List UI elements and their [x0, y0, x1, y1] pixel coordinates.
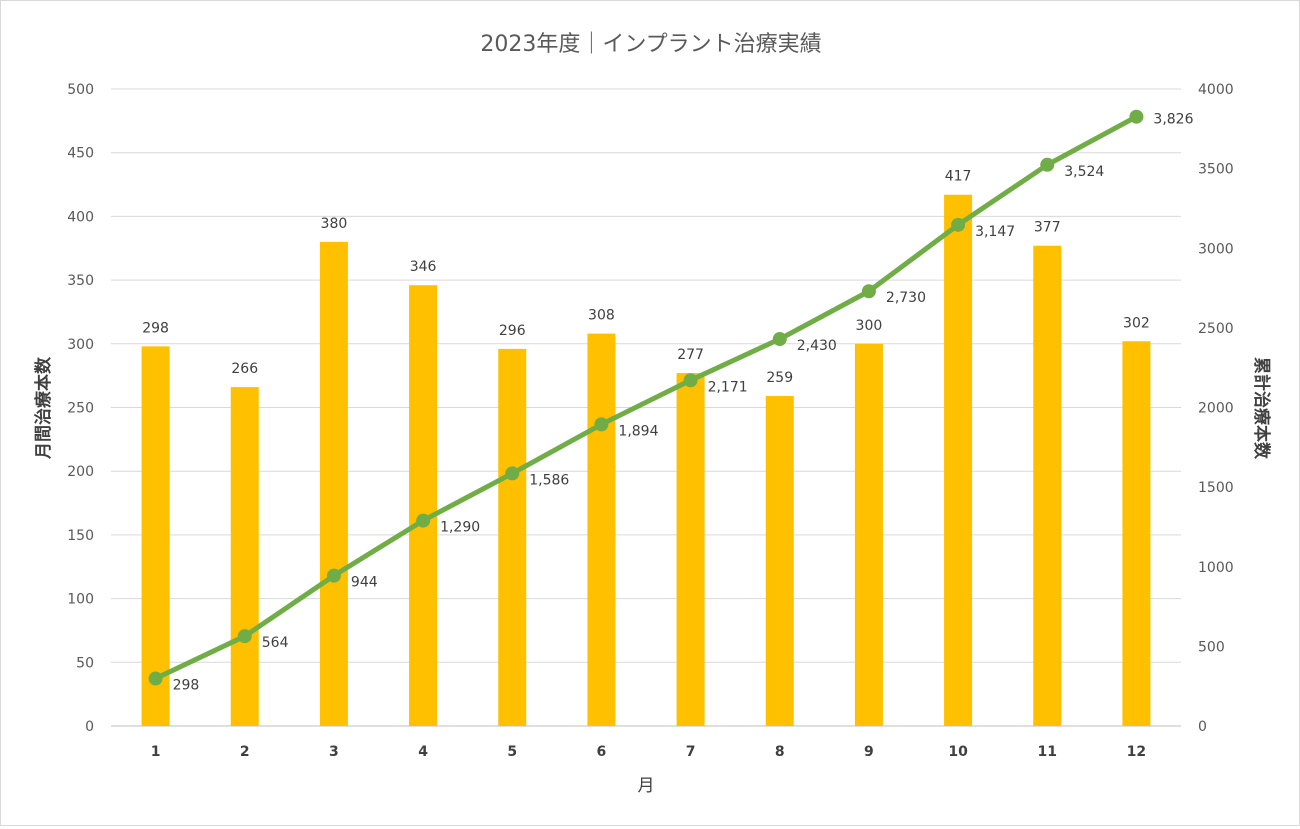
y-tick-label: 50 [76, 655, 94, 671]
bar-data-label: 298 [142, 320, 169, 336]
y-tick-label: 250 [67, 401, 94, 417]
bar [944, 194, 973, 726]
line-point [237, 629, 252, 644]
bar [1122, 341, 1151, 726]
bar [854, 343, 883, 726]
y2-tick-label: 3500 [1198, 162, 1234, 178]
x-tick-label: 12 [1127, 744, 1146, 760]
x-tick-label: 1 [151, 744, 161, 760]
y2-tick-label: 500 [1198, 639, 1225, 655]
y2-tick-label: 0 [1198, 719, 1207, 735]
bar [230, 387, 259, 726]
y-tick-label: 300 [67, 337, 94, 353]
x-tick-label: 6 [597, 744, 607, 760]
bar-data-label: 380 [321, 216, 348, 232]
line-point [326, 568, 341, 583]
line-data-label: 2,730 [886, 290, 926, 306]
line-data-label: 1,894 [618, 423, 658, 439]
bar [765, 396, 794, 726]
line-point [772, 332, 787, 347]
bar-data-label: 308 [588, 308, 615, 324]
y2-tick-label: 3000 [1198, 241, 1234, 257]
y-tick-label: 150 [67, 528, 94, 544]
line-point [416, 513, 431, 528]
x-tick-label: 10 [948, 744, 968, 760]
line-data-label: 944 [351, 575, 378, 591]
y-tick-label: 100 [67, 592, 94, 608]
line-data-label: 2,430 [797, 338, 837, 354]
bar [1033, 245, 1062, 726]
line-data-label: 3,147 [975, 224, 1015, 240]
y2-tick-label: 1500 [1198, 480, 1234, 496]
y2-tick-label: 2000 [1198, 401, 1234, 417]
bar [409, 285, 438, 726]
line-point [1040, 157, 1055, 172]
line-point [505, 466, 520, 481]
bar [498, 348, 527, 726]
line-point [683, 373, 698, 388]
bar-data-label: 300 [856, 318, 883, 334]
x-tick-label: 9 [864, 744, 874, 760]
y2-tick-label: 4000 [1198, 82, 1234, 98]
line-data-label: 1,586 [529, 472, 569, 488]
bar-data-label: 377 [1034, 220, 1061, 236]
line-data-label: 3,826 [1153, 112, 1193, 128]
line-point [1129, 109, 1144, 124]
x-tick-label: 7 [686, 744, 696, 760]
bar-data-label: 296 [499, 323, 526, 339]
chart-title: 2023年度｜インプラント治療実績 [480, 32, 821, 57]
line-data-label: 1,290 [440, 520, 480, 536]
x-tick-label: 3 [329, 744, 339, 760]
y-tick-label: 400 [67, 209, 94, 225]
line-point [594, 417, 609, 432]
y-axis-title: 月間治療本数 [33, 356, 54, 460]
line-data-label: 298 [173, 678, 200, 694]
bar [676, 373, 705, 726]
y2-axis-title: 累計治療本数 [1251, 357, 1272, 460]
x-tick-label: 2 [240, 744, 250, 760]
line-data-label: 564 [262, 635, 289, 651]
y-tick-label: 500 [67, 82, 94, 98]
y2-tick-label: 1000 [1198, 560, 1234, 576]
bar-data-label: 302 [1123, 315, 1150, 331]
x-axis-title: 月 [638, 776, 655, 796]
line-data-label: 3,524 [1064, 164, 1104, 180]
bar-data-label: 346 [410, 259, 437, 275]
y-tick-label: 450 [67, 146, 94, 162]
y2-tick-label: 2500 [1198, 321, 1234, 337]
y-tick-label: 350 [67, 273, 94, 289]
x-tick-label: 4 [418, 744, 428, 760]
line-point [148, 671, 163, 686]
bar [141, 346, 170, 726]
y-tick-label: 0 [85, 719, 94, 735]
bar-data-label: 277 [677, 347, 704, 363]
bar [587, 333, 616, 726]
line-point [861, 284, 876, 299]
x-tick-label: 11 [1038, 744, 1057, 760]
y-tick-label: 200 [67, 464, 94, 480]
cumulative-line [153, 114, 1139, 682]
x-tick-label: 8 [775, 744, 785, 760]
bar-data-label: 417 [945, 169, 972, 185]
x-tick-label: 5 [507, 744, 517, 760]
line-data-label: 2,171 [708, 379, 748, 395]
bar-data-label: 259 [766, 370, 793, 386]
line-point [951, 217, 966, 232]
bar [319, 241, 348, 726]
bar-data-label: 266 [231, 361, 258, 377]
